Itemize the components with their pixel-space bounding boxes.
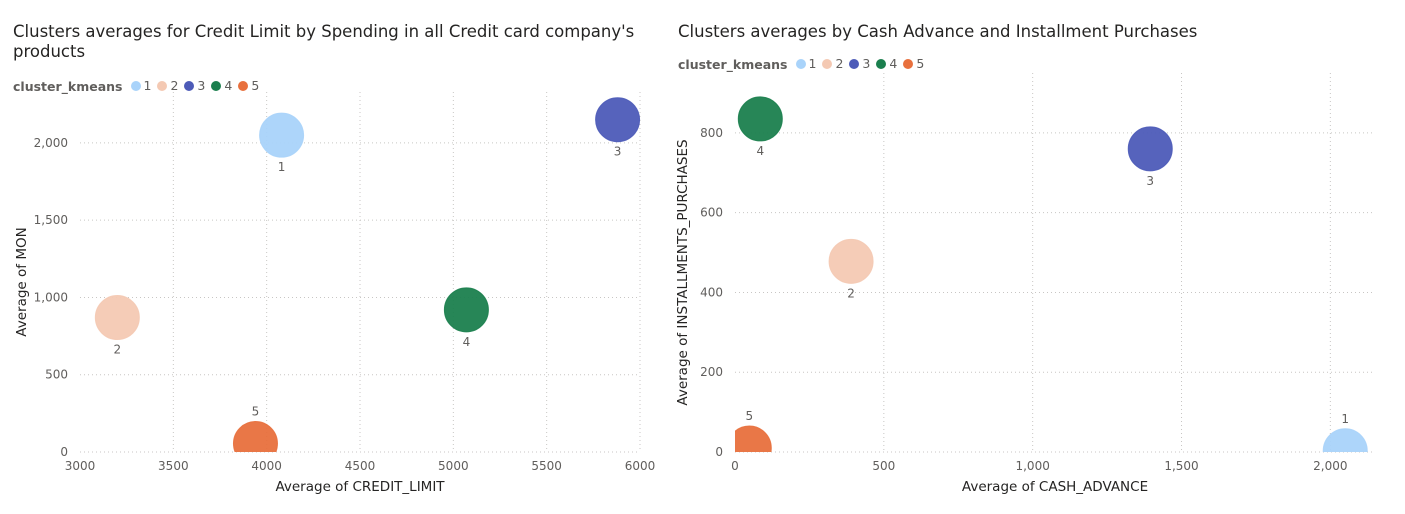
legend-marker: [849, 58, 860, 69]
data-point-cluster-4: [443, 287, 489, 333]
legend-item-5[interactable]: 5: [238, 78, 259, 93]
data-point-cluster-1: [259, 112, 305, 158]
x-axis-title: Average of CREDIT_LIMIT: [275, 479, 445, 495]
legend-label: 4: [224, 78, 233, 94]
legend-marker: [211, 80, 222, 91]
legend-item-1[interactable]: 1: [130, 78, 152, 94]
x-tick-label: 4500: [345, 459, 376, 473]
legend-items: 1 2 3 4 5: [130, 78, 266, 94]
legend-label: 3: [862, 56, 871, 72]
y-axis-title: Average of INSTALLMENTS_PURCHASES: [675, 139, 691, 405]
chart-panel-right: Clusters averages by Cash Advance and In…: [665, 0, 1405, 514]
data-label: 4: [463, 335, 471, 349]
data-label: 1: [1341, 412, 1349, 426]
legend-item-2[interactable]: 2: [157, 78, 178, 93]
legend-label: 4: [889, 56, 898, 72]
data-point-cluster-5: [735, 425, 772, 452]
legend-title: cluster_kmeans: [678, 56, 788, 72]
legend: cluster_kmeans 1 2 3 4 5: [13, 77, 265, 95]
chart-title: Clusters averages for Credit Limit by Sp…: [13, 22, 635, 61]
data-point-cluster-2: [94, 295, 140, 341]
scatter-plot: 3000 3500 4000 4500 5000 5500 6000 0 500 1,000 1,5…: [14, 92, 656, 495]
y-tick-label: 400: [700, 285, 723, 299]
legend-marker: [903, 58, 914, 69]
legend: cluster_kmeans 1 2 3 4 5: [678, 55, 930, 73]
data-point-cluster-3: [595, 97, 641, 143]
data-label: 3: [1146, 174, 1154, 188]
legend-label: 5: [916, 56, 925, 72]
x-tick-label: 1,500: [1164, 459, 1198, 473]
y-tick-label: 0: [715, 445, 723, 459]
data-label: 5: [745, 409, 753, 423]
y-tick-label: 800: [700, 126, 723, 140]
data-point-cluster-5: [232, 421, 278, 452]
legend-items: 1 2 3 4 5: [795, 56, 931, 72]
legend-marker: [876, 58, 887, 69]
legend-label: 1: [808, 56, 817, 72]
y-tick-label: 600: [700, 206, 723, 220]
x-tick-label: 5000: [438, 459, 469, 473]
legend-marker: [130, 80, 141, 91]
data-label: 2: [847, 286, 855, 300]
data-point-cluster-4: [737, 96, 783, 142]
legend-item-4[interactable]: 4: [876, 56, 897, 71]
y-tick-label: 200: [700, 365, 723, 379]
legend-label: 2: [170, 78, 179, 94]
legend-item-3[interactable]: 3: [849, 56, 870, 71]
x-tick-label: 3500: [158, 459, 189, 473]
x-tick-label: 6000: [625, 459, 656, 473]
legend-item-4[interactable]: 4: [211, 78, 232, 93]
legend-title: cluster_kmeans: [13, 78, 123, 94]
data-point-cluster-2: [828, 238, 874, 284]
data-label: 3: [614, 145, 622, 159]
legend-marker: [157, 80, 168, 91]
legend-marker: [822, 58, 833, 69]
x-tick-label: 2,000: [1313, 459, 1347, 473]
data-point-cluster-1: [1322, 428, 1368, 452]
data-label: 2: [114, 343, 122, 357]
legend-label: 5: [251, 78, 260, 94]
legend-item-3[interactable]: 3: [184, 78, 205, 93]
legend-marker: [238, 80, 249, 91]
y-tick-label: 0: [60, 445, 68, 459]
x-axis-title: Average of CASH_ADVANCE: [962, 479, 1148, 495]
legend-marker: [184, 80, 195, 91]
chart-title: Clusters averages by Cash Advance and In…: [678, 22, 1198, 41]
y-tick-label: 1,500: [34, 213, 68, 227]
x-tick-label: 4000: [251, 459, 282, 473]
legend-label: 3: [197, 78, 206, 94]
data-label: 5: [252, 405, 260, 419]
x-tick-label: 5500: [531, 459, 562, 473]
y-tick-label: 1,000: [34, 290, 68, 304]
legend-item-1[interactable]: 1: [795, 56, 817, 72]
data-label: 1: [278, 160, 286, 174]
y-tick-label: 500: [45, 368, 68, 382]
x-tick-label: 3000: [65, 459, 96, 473]
legend-item-5[interactable]: 5: [903, 56, 924, 71]
data-label: 4: [756, 144, 764, 158]
y-axis-title: Average of MON: [14, 227, 30, 336]
x-tick-label: 0: [731, 459, 739, 473]
data-point-cluster-3: [1127, 126, 1173, 172]
x-tick-label: 500: [872, 459, 895, 473]
x-tick-label: 1,000: [1015, 459, 1049, 473]
legend-label: 1: [143, 78, 152, 94]
legend-label: 2: [835, 56, 844, 72]
legend-marker: [795, 58, 806, 69]
y-tick-label: 2,000: [34, 136, 68, 150]
scatter-plot: 0 500 1,000 1,500 2,000 0 200 400 600 800 Average …: [675, 73, 1375, 495]
chart-panel-left: Clusters averages for Credit Limit by Sp…: [0, 0, 660, 514]
legend-item-2[interactable]: 2: [822, 56, 843, 71]
